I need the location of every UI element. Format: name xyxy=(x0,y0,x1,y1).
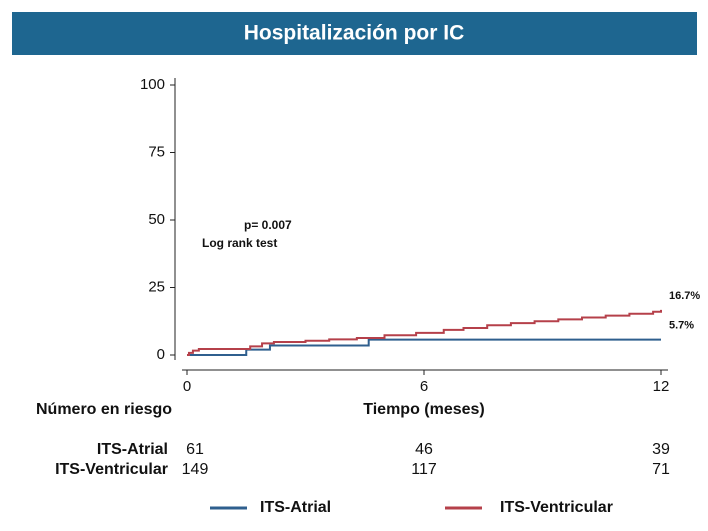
value-label: 16.7% xyxy=(669,290,700,302)
x-axis-label: Tiempo (meses) xyxy=(363,401,485,418)
risk-count: 117 xyxy=(411,461,437,478)
risk-count: 39 xyxy=(652,441,670,458)
y-tick-label: 75 xyxy=(148,143,165,160)
risk-count: 71 xyxy=(652,461,670,478)
risk-table-title: Número en riesgo xyxy=(36,401,172,418)
legend-label: ITS-Ventricular xyxy=(500,499,613,516)
risk-count: 61 xyxy=(186,441,204,458)
title-bar xyxy=(12,12,697,55)
value-label: 5.7% xyxy=(669,320,694,332)
x-tick-label: 12 xyxy=(653,378,670,395)
km-curve xyxy=(187,309,662,356)
km-curve xyxy=(187,338,661,356)
x-tick-label: 0 xyxy=(183,378,191,395)
y-tick-label: 50 xyxy=(148,211,165,228)
annotation: p= 0.007 xyxy=(244,218,292,232)
chart-title: Hospitalización por IC xyxy=(244,22,465,45)
annotation: Log rank test xyxy=(202,236,277,250)
y-tick-label: 25 xyxy=(148,278,165,295)
risk-count: 149 xyxy=(182,461,209,478)
risk-count: 46 xyxy=(415,441,433,458)
y-tick-label: 100 xyxy=(140,76,165,93)
risk-row-name: ITS-Ventricular xyxy=(55,461,168,478)
legend-label: ITS-Atrial xyxy=(260,499,331,516)
risk-row-name: ITS-Atrial xyxy=(97,441,168,458)
x-tick-label: 6 xyxy=(420,378,428,395)
y-tick-label: 0 xyxy=(157,346,165,363)
